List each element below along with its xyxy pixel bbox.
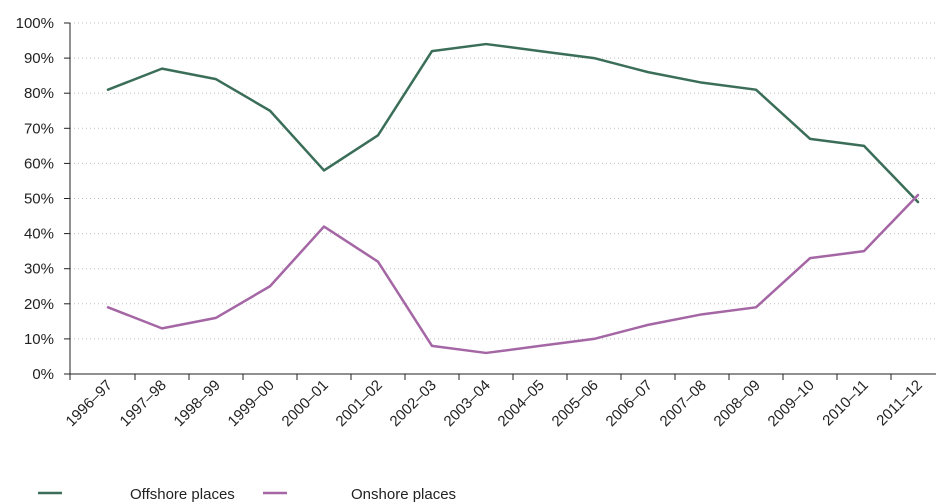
y-tick-label: 10% [24,331,54,348]
x-axis: 1996–97 1997–98 1998–99 1999–00 2000–01 2001–… [63,373,936,430]
y-tick-label: 30% [24,261,54,278]
x-tick-label: 2001–02 [333,377,386,430]
legend-label-onshore: Onshore places [351,486,456,503]
series-lines [106,42,920,355]
x-tick-label: 2009–10 [765,377,818,430]
x-tick-label: 2002–03 [387,377,440,430]
y-tick-label: 80% [24,85,54,102]
y-tick-label: 70% [24,120,54,137]
x-tick-label: 1996–97 [63,377,116,430]
series-line-offshore [106,42,920,204]
x-tick-label: 1997–98 [117,377,170,430]
x-tick-label: 2000–01 [279,377,332,430]
gridlines [70,22,936,340]
y-tick-label: 60% [24,155,54,172]
series-line-onshore [106,193,920,355]
x-tick-label: 2004–05 [495,377,548,430]
y-tick-label: 50% [24,191,54,208]
legend: Offshore places Onshore places [38,486,456,503]
x-tick-label: 2011–12 [873,377,926,430]
legend-label-offshore: Offshore places [130,486,235,503]
x-tick-label: 2006–07 [603,377,656,430]
x-tick-label: 2005–06 [549,377,602,430]
x-tick-label: 2008–09 [711,377,764,430]
y-tick-label: 20% [24,296,54,313]
x-tick-label: 1999–00 [225,377,278,430]
y-tick-label: 40% [24,226,54,243]
x-tick-label: 2010–11 [819,377,872,430]
y-tick-label: 0% [32,366,54,383]
x-tick-label: 2003–04 [441,377,494,430]
x-tick-label: 1998–99 [171,377,224,430]
y-axis: 0% 10% 20% 30% 40% 50% 60% 70% 80% 90% 100% [16,15,71,383]
x-tick-label: 2007–08 [657,377,710,430]
y-tick-label: 100% [16,15,54,32]
y-tick-label: 90% [24,50,54,67]
